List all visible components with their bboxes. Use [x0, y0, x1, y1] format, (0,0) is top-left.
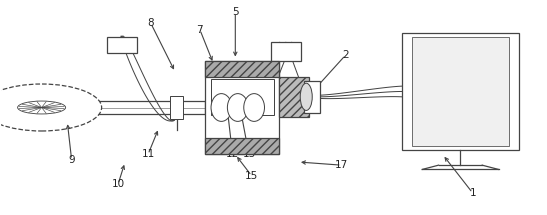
Text: 10: 10 — [112, 179, 125, 189]
Ellipse shape — [244, 94, 265, 121]
Text: 2: 2 — [342, 50, 349, 60]
Ellipse shape — [211, 94, 232, 121]
Bar — [279, 77, 309, 117]
Ellipse shape — [18, 101, 66, 114]
Text: 8: 8 — [148, 18, 154, 28]
Text: 15: 15 — [245, 171, 258, 181]
Bar — [211, 79, 274, 115]
Bar — [205, 138, 279, 155]
Text: 12: 12 — [226, 149, 239, 160]
Bar — [304, 81, 320, 113]
Bar — [401, 33, 519, 150]
Ellipse shape — [228, 94, 248, 121]
Bar — [411, 37, 509, 146]
Bar — [205, 60, 279, 155]
Text: 1: 1 — [469, 188, 476, 198]
Text: 7: 7 — [196, 25, 203, 35]
Bar — [271, 42, 301, 60]
Ellipse shape — [300, 83, 312, 111]
Bar — [107, 37, 137, 53]
Text: 9: 9 — [68, 155, 75, 165]
Bar — [170, 96, 183, 119]
Text: 13: 13 — [242, 149, 255, 160]
Text: 5: 5 — [232, 8, 238, 17]
Circle shape — [0, 84, 102, 131]
Text: 17: 17 — [335, 160, 348, 170]
Text: 11: 11 — [141, 149, 155, 160]
Bar — [205, 60, 279, 77]
